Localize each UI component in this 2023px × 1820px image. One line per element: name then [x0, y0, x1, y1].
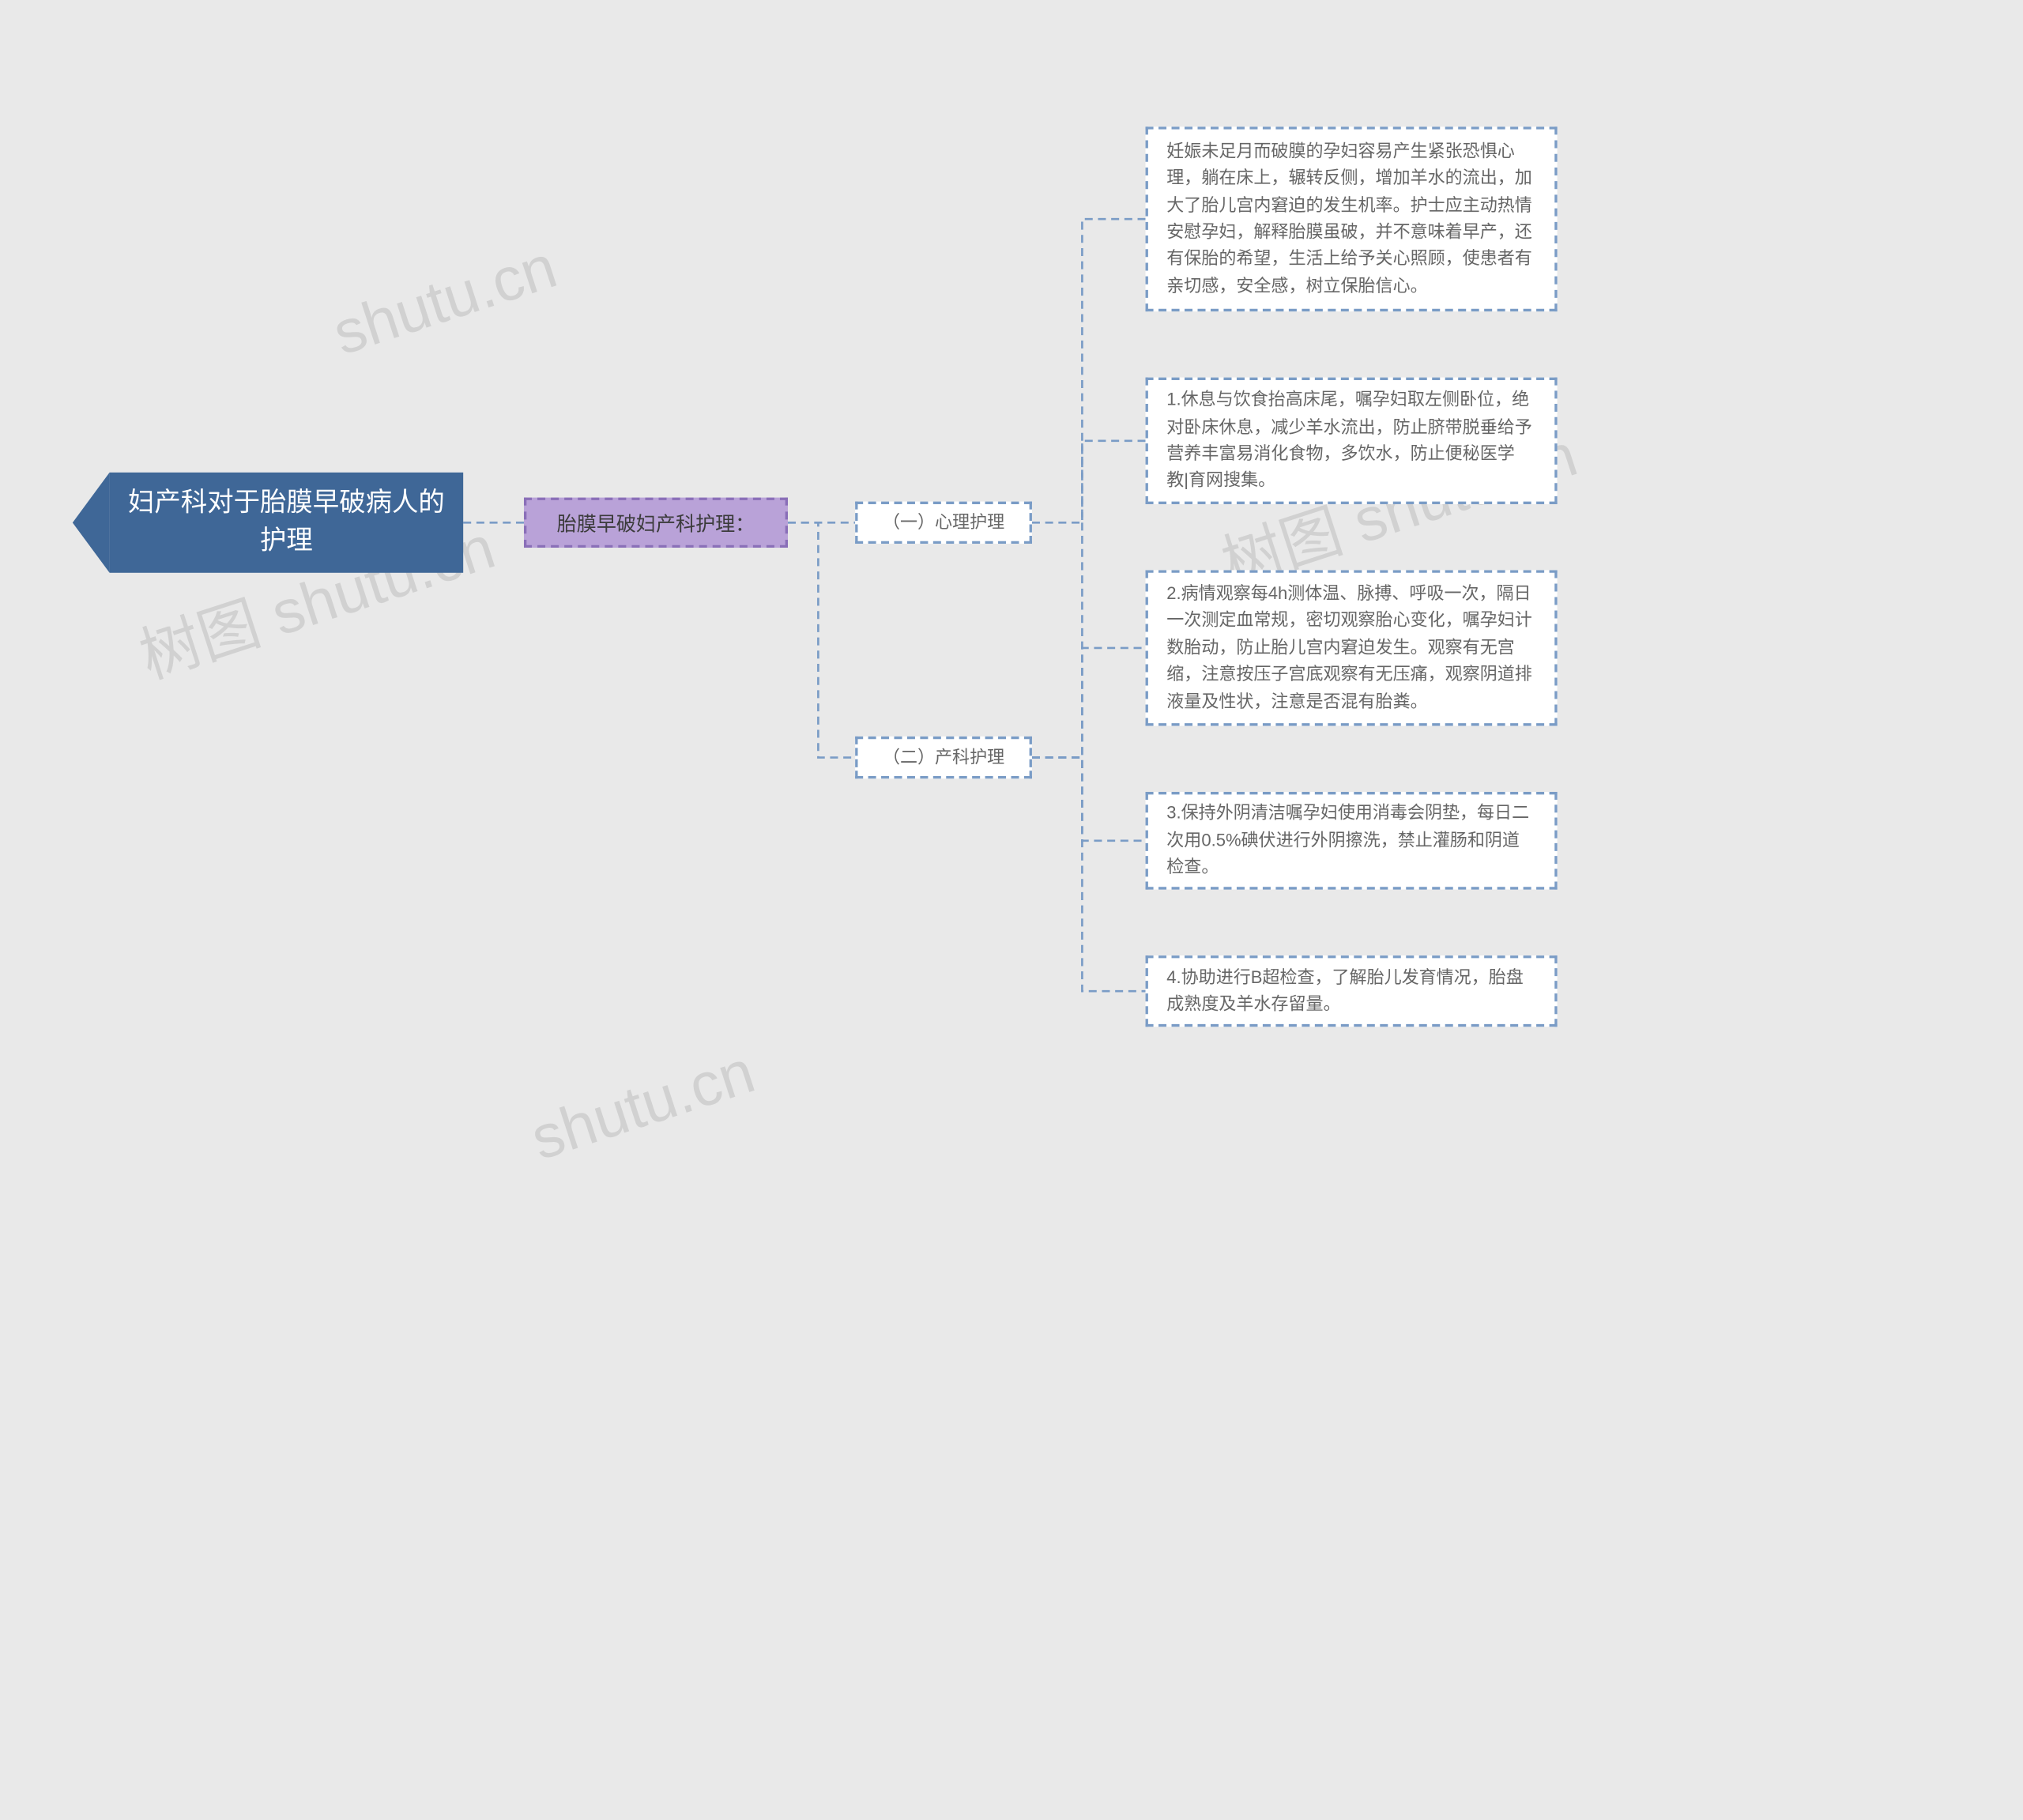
branch-main[interactable]: 胎膜早破妇产科护理： [524, 498, 788, 548]
leaf-obst-3[interactable]: 4.协助进行B超检查，了解胎儿发育情况，胎盘成熟度及羊水存留量。 [1146, 955, 1558, 1027]
mindmap-canvas: shutu.cn 树图 shutu.cn 树图 shutu.cn shutu.c… [0, 0, 2023, 1820]
leaf-obst-1[interactable]: 2.病情观察每4h测体温、脉搏、呼吸一次，隔日一次测定血常规，密切观察胎心变化，… [1146, 570, 1558, 725]
root-arrow [73, 473, 110, 573]
branch-obst[interactable]: （二）产科护理 [855, 737, 1032, 778]
watermark: shutu.cn [522, 1035, 763, 1174]
branch-psych[interactable]: （一）心理护理 [855, 502, 1032, 544]
watermark: shutu.cn [325, 230, 565, 369]
root-node[interactable]: 妇产科对于胎膜早破病人的护理 [110, 473, 464, 573]
leaf-psych-0[interactable]: 妊娠未足月而破膜的孕妇容易产生紧张恐惧心理，躺在床上，辗转反侧，增加羊水的流出，… [1146, 126, 1558, 311]
leaf-obst-0[interactable]: 1.休息与饮食抬高床尾，嘱孕妇取左侧卧位，绝对卧床休息，减少羊水流出，防止脐带脱… [1146, 378, 1558, 504]
leaf-obst-2[interactable]: 3.保持外阴清洁嘱孕妇使用消毒会阴垫，每日二次用0.5%碘伏进行外阴擦洗，禁止灌… [1146, 792, 1558, 890]
